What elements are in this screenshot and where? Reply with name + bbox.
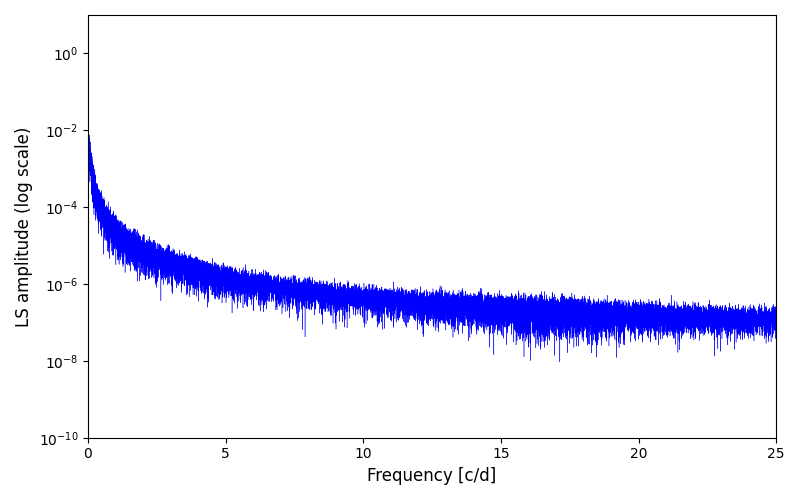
X-axis label: Frequency [c/d]: Frequency [c/d] [367,467,497,485]
Y-axis label: LS amplitude (log scale): LS amplitude (log scale) [15,126,33,326]
